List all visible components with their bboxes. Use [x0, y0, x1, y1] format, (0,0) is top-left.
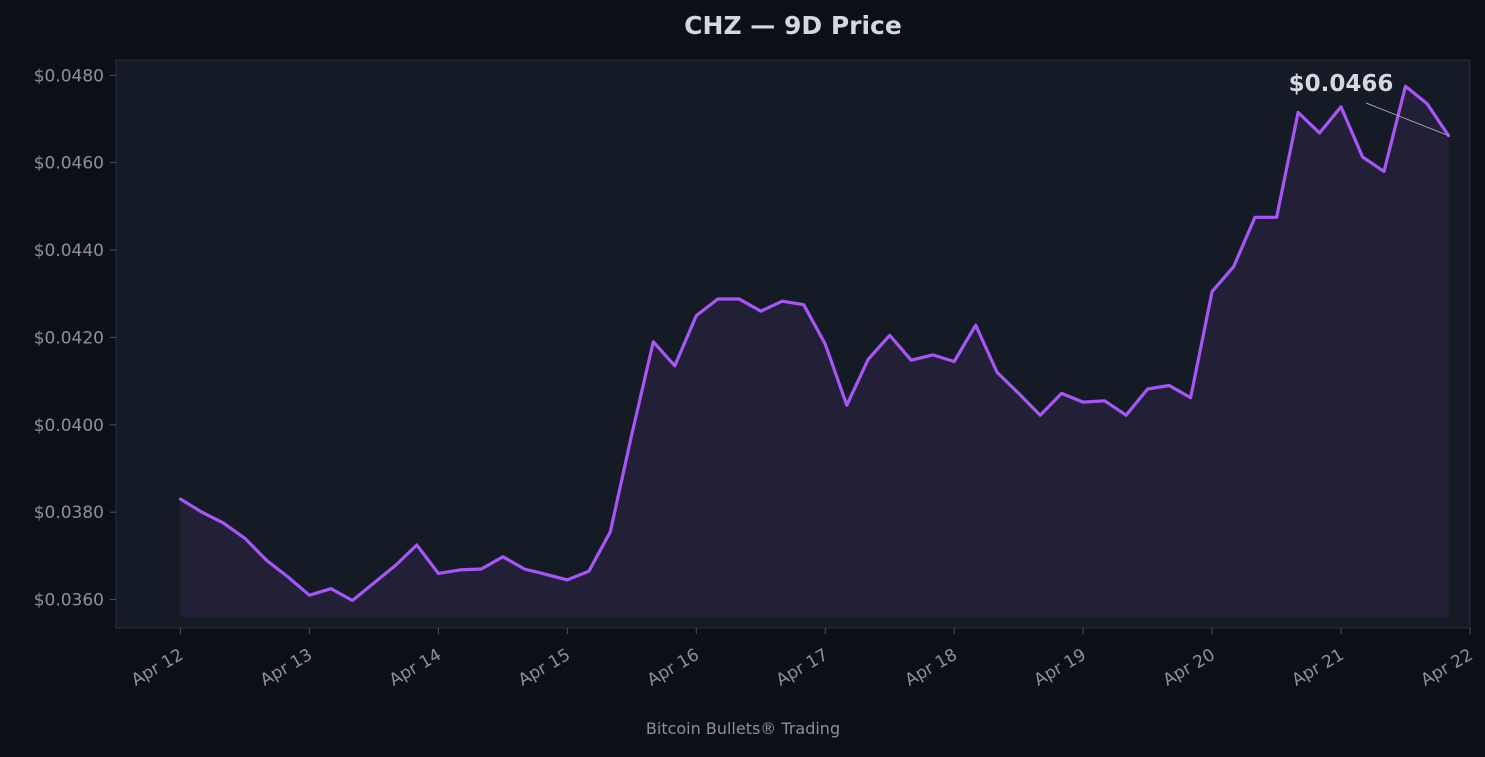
series-line — [178, 84, 1451, 603]
y-tick-label: $0.0480 — [34, 66, 104, 86]
y-tick-label: $0.0440 — [34, 241, 104, 261]
y-tick-label: $0.0460 — [34, 154, 104, 174]
last-value-label: $0.0466 — [1289, 71, 1394, 97]
series-area-fill — [180, 86, 1449, 618]
y-axis-ticks: $0.0360 $0.0380 $0.0400 $0.0420 $0.0440 $0.04… — [34, 66, 116, 611]
plot-area — [115, 59, 1471, 629]
y-tick-label: $0.0420 — [34, 328, 104, 348]
last-value-leader-line — [1365, 102, 1449, 137]
chart-footer: Bitcoin Bullets® Trading — [646, 719, 840, 738]
y-tick-label: $0.0380 — [34, 503, 104, 523]
chart-title: CHZ — 9D Price — [684, 11, 902, 40]
y-tick-label: $0.0400 — [34, 416, 104, 436]
y-tick-label: $0.0360 — [34, 591, 104, 611]
